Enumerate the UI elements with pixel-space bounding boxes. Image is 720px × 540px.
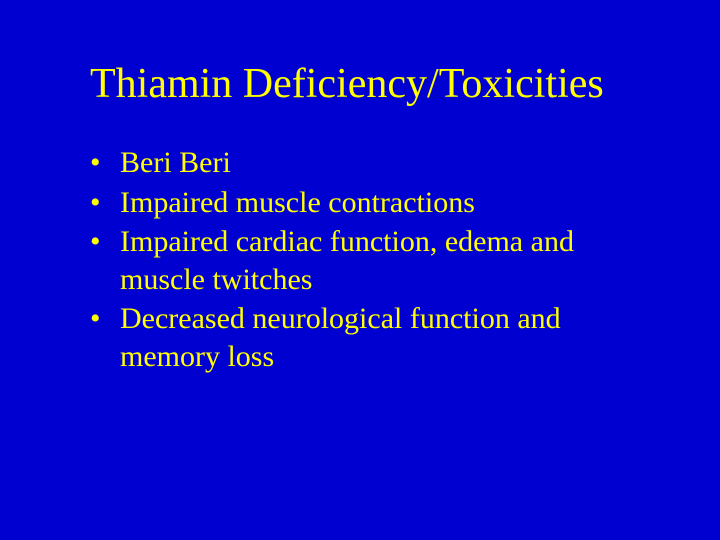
bullet-item: Impaired cardiac function, edema and mus…	[90, 223, 660, 298]
bullet-list: Beri Beri Impaired muscle contractions I…	[80, 144, 660, 375]
bullet-item: Impaired muscle contractions	[90, 184, 660, 222]
slide: Thiamin Deficiency/Toxicities Beri Beri …	[0, 0, 720, 540]
bullet-item: Beri Beri	[90, 144, 660, 182]
bullet-item: Decreased neurological function and memo…	[90, 300, 660, 375]
slide-title: Thiamin Deficiency/Toxicities	[90, 60, 660, 108]
